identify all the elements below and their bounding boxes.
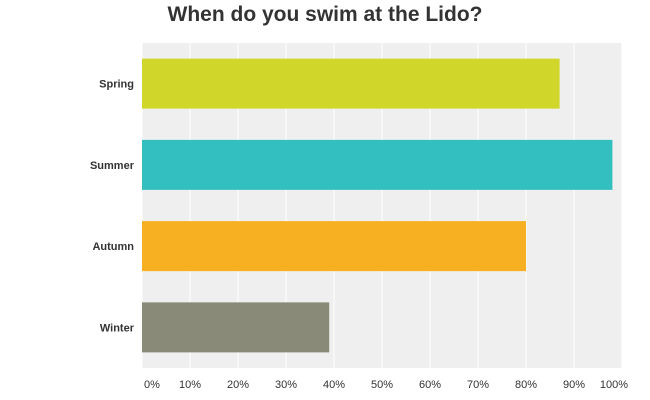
- x-tick-label: 70%: [467, 379, 489, 391]
- category-label-autumn: Autumn: [92, 241, 134, 253]
- category-label-spring: Spring: [99, 79, 134, 91]
- x-tick-label: 90%: [563, 379, 585, 391]
- bar-winter: [142, 302, 330, 353]
- x-tick-label: 10%: [179, 379, 201, 391]
- bar-autumn: [142, 221, 526, 272]
- x-tick-label: 30%: [275, 379, 297, 391]
- category-label-summer: Summer: [90, 160, 135, 172]
- chart-title: When do you swim at the Lido?: [167, 3, 483, 26]
- bars: [142, 58, 613, 353]
- x-tick-label: 60%: [419, 379, 441, 391]
- x-tick-label: 20%: [227, 379, 249, 391]
- bar-summer: [142, 139, 613, 190]
- x-axis-ticks: 0% 10% 20% 30% 40% 50% 60% 70% 80% 90% 100%: [144, 379, 628, 391]
- x-tick-label: 80%: [515, 379, 537, 391]
- x-tick-label: 40%: [323, 379, 345, 391]
- category-label-winter: Winter: [100, 322, 135, 334]
- category-labels: Spring Summer Autumn Winter: [90, 79, 135, 335]
- x-tick-label: 50%: [371, 379, 393, 391]
- bar-spring: [142, 58, 560, 109]
- x-tick-label: 0%: [144, 379, 160, 391]
- x-tick-label: 100%: [600, 379, 628, 391]
